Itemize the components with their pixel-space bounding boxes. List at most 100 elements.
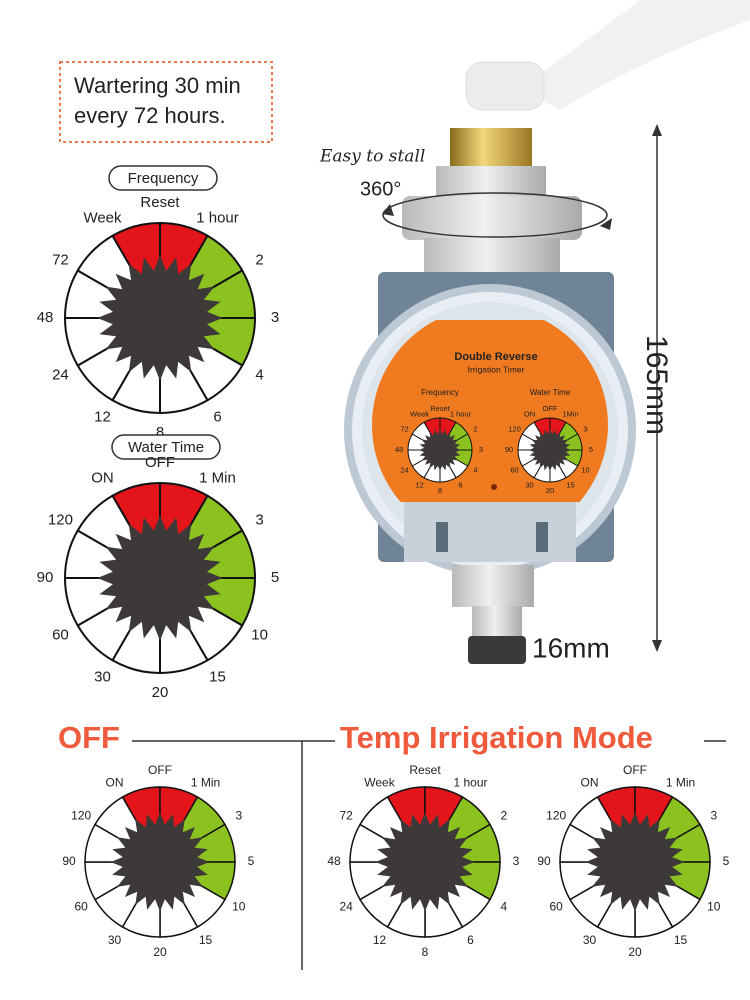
dial-label: 12 <box>94 409 111 426</box>
dial-label: Week <box>364 775 395 789</box>
dial-title: Water Time <box>128 439 204 456</box>
dial-knob <box>418 428 462 472</box>
dial-label: 120 <box>546 809 566 823</box>
dial-knob <box>528 428 572 472</box>
mode-title: OFF <box>58 720 120 755</box>
outlet-dimension: 16mm <box>532 632 610 663</box>
dial-label: 3 <box>513 854 520 868</box>
dial-label: 60 <box>75 900 89 914</box>
dial-label: OFF <box>145 454 175 471</box>
mode-title: Temp Irrigation Mode <box>340 720 653 755</box>
dial-label: 120 <box>48 511 73 528</box>
dial-label: 15 <box>199 933 213 947</box>
face-dial-title: Water Time <box>530 388 571 397</box>
dial-label: ON <box>106 775 124 789</box>
dial-label: 20 <box>153 945 167 959</box>
dial-label: 1 hour <box>450 409 472 418</box>
dial-label: Week <box>83 209 122 226</box>
dial-knob <box>375 812 475 912</box>
install-note: Easy to stall <box>319 147 425 167</box>
dial-label: 12 <box>415 480 423 489</box>
callout-text: every 72 hours. <box>74 103 226 128</box>
dial-label: 90 <box>505 445 513 454</box>
dial-label: 48 <box>395 445 403 454</box>
height-dimension: 165mm <box>640 335 673 435</box>
dial-label: 30 <box>94 669 111 686</box>
dial-label: 20 <box>152 684 169 701</box>
dial-label: 8 <box>422 945 429 959</box>
dial-label: 1 Min <box>191 775 220 789</box>
dial-label: 72 <box>340 809 354 823</box>
dial-label: 3 <box>235 809 242 823</box>
dial-label: 6 <box>467 933 474 947</box>
dial-label: 72 <box>400 424 408 433</box>
dial-knob <box>110 812 210 912</box>
dial-label: 3 <box>479 445 483 454</box>
callout-text: Wartering 30 min <box>74 73 241 98</box>
dial-label: 1 hour <box>196 209 239 226</box>
dial-label: 10 <box>581 465 589 474</box>
dial-knob <box>97 515 223 641</box>
dial-label: 1 Min <box>199 469 236 486</box>
dial-label: 12 <box>373 933 387 947</box>
dial-label: 1 Min <box>666 775 695 789</box>
dial-label: 15 <box>674 933 688 947</box>
dial-label: 15 <box>566 480 574 489</box>
dial-title-pill <box>111 434 221 460</box>
dial-label: 3 <box>583 424 587 433</box>
dial-label: 5 <box>248 854 255 868</box>
dial-label: 1Min <box>562 409 578 418</box>
dial-label: 5 <box>723 854 730 868</box>
dial-label: 5 <box>589 445 593 454</box>
dial-label: ON <box>524 409 535 418</box>
dial-label: OFF <box>148 763 172 777</box>
face-subtitle: Irrigation Timer <box>468 364 525 374</box>
dial-label: 120 <box>508 424 521 433</box>
dial-label: 5 <box>271 569 279 586</box>
dial-label: ON <box>581 775 599 789</box>
dial-label: 90 <box>537 854 551 868</box>
dial-label: 60 <box>52 626 69 643</box>
face-title: Double Reverse <box>454 351 537 363</box>
dial-label: Week <box>410 409 429 418</box>
product-illustration <box>344 0 750 664</box>
dial-title: Frequency <box>128 170 199 187</box>
dial-label: ON <box>91 469 114 486</box>
dial-label: 10 <box>707 900 721 914</box>
dial-label: 24 <box>340 900 354 914</box>
dial-label: 2 <box>473 424 477 433</box>
dial-label: Reset <box>409 763 441 777</box>
dial-label: 4 <box>500 900 507 914</box>
dial-label: 3 <box>255 511 263 528</box>
dial-label: 8 <box>438 486 442 495</box>
dial-label: 6 <box>213 409 221 426</box>
dial-label: 60 <box>550 900 564 914</box>
dial-knob <box>585 812 685 912</box>
dial-label: 20 <box>546 486 554 495</box>
dial-label: 24 <box>400 465 408 474</box>
face-dial-title: Frequency <box>421 388 459 397</box>
dial-label: 48 <box>37 309 54 326</box>
dial-label: OFF <box>623 763 647 777</box>
dial-label: 48 <box>327 854 341 868</box>
dial-label: 20 <box>628 945 642 959</box>
dial-label: 3 <box>271 309 279 326</box>
dial-label: Reset <box>140 194 180 211</box>
dial-label: 24 <box>52 366 69 383</box>
dial-label: 15 <box>209 669 226 686</box>
dial-knob <box>97 255 223 381</box>
dial-label: 90 <box>37 569 54 586</box>
dial-label: 30 <box>583 933 597 947</box>
dial-label: 10 <box>232 900 246 914</box>
dial-label: 2 <box>500 809 507 823</box>
dial-label: 10 <box>251 626 268 643</box>
dial-label: 30 <box>525 480 533 489</box>
dial-label: 120 <box>71 809 91 823</box>
dial-title-pill <box>108 165 218 191</box>
dial-label: 1 hour <box>453 775 487 789</box>
dial-label: 6 <box>458 480 462 489</box>
callout-box <box>59 61 273 143</box>
dial-label: OFF <box>543 404 558 413</box>
dial-label: 90 <box>62 854 76 868</box>
